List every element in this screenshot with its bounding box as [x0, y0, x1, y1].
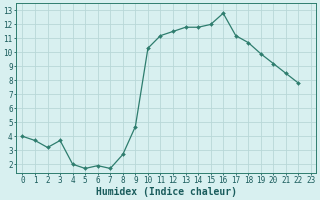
X-axis label: Humidex (Indice chaleur): Humidex (Indice chaleur) — [96, 186, 236, 197]
